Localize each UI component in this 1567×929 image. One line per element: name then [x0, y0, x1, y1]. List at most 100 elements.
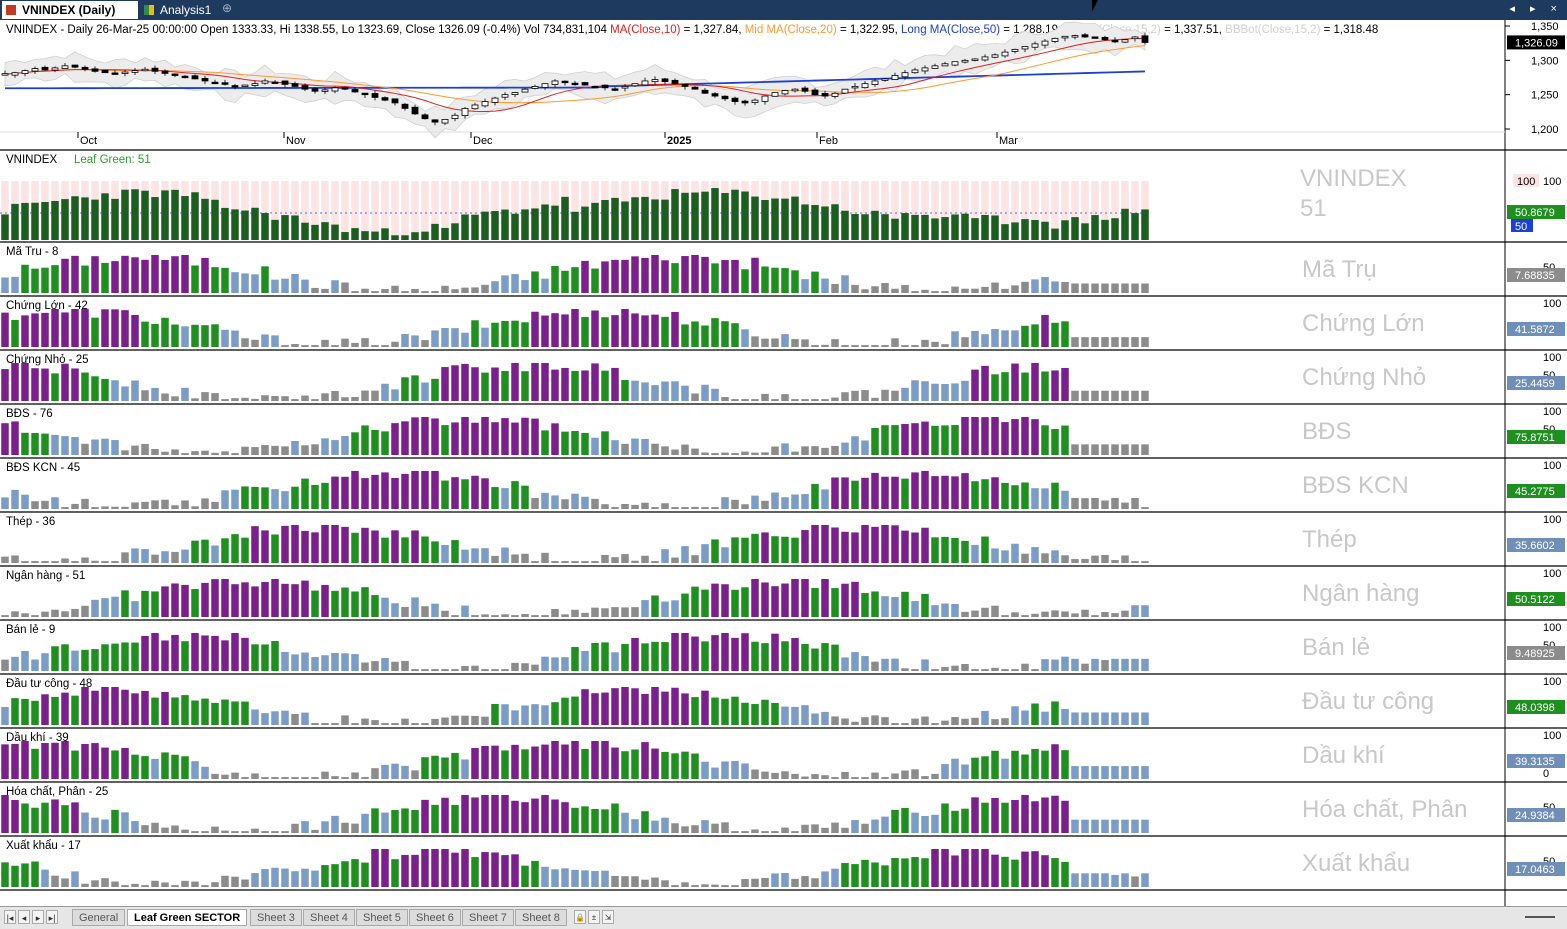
sheet-nav-button[interactable]: ▸	[32, 910, 44, 924]
sector-bar	[501, 795, 509, 833]
sector-bar	[171, 551, 179, 563]
tab-vnindex-daily[interactable]: VNINDEX (Daily)	[2, 1, 138, 19]
sheet-tab[interactable]: General	[72, 909, 126, 926]
tab-analysis1[interactable]: Analysis1	[140, 1, 236, 19]
sector-bar	[971, 417, 979, 455]
sector-bar	[931, 773, 939, 779]
sector-bar	[481, 478, 489, 509]
candle	[221, 82, 229, 85]
zoom-slider[interactable]	[1525, 916, 1555, 918]
sector-bar	[221, 451, 229, 455]
sector-bar	[451, 804, 459, 833]
sector-bar	[621, 812, 629, 833]
split-icon[interactable]: ⇲	[602, 910, 614, 924]
sector-bar	[121, 552, 129, 563]
sector-bar	[441, 797, 449, 833]
sheet-tab[interactable]: Sheet 8	[515, 909, 567, 926]
sector-bar	[421, 471, 429, 509]
sector-bar	[731, 537, 739, 563]
sort-icon[interactable]: ±	[588, 910, 600, 924]
sheet-nav-button[interactable]: |◂	[4, 910, 16, 924]
sector-bar	[611, 652, 619, 671]
leaf-tick-100-axis: 100	[1543, 176, 1561, 188]
sector-bar	[251, 339, 259, 347]
sector-bar	[241, 879, 249, 887]
sector-bar	[71, 750, 79, 779]
sector-bar	[361, 813, 369, 833]
lock-icon[interactable]: 🔒	[574, 910, 586, 924]
sector-watermark: Thép	[1302, 526, 1357, 553]
sector-bar	[1111, 390, 1119, 401]
sector-bar	[461, 849, 469, 887]
leaf-bg-bar	[841, 181, 849, 240]
sector-bar	[731, 323, 739, 347]
sector-bar	[241, 486, 249, 509]
sector-bar	[21, 561, 29, 563]
sector-bar	[681, 256, 689, 293]
leaf-bar	[681, 192, 689, 240]
y-tick-label: 1,300	[1531, 55, 1559, 67]
sector-bar	[531, 704, 539, 725]
sector-bar	[1021, 615, 1029, 617]
sector-bar	[951, 717, 959, 725]
sector-bar	[851, 436, 859, 455]
leaf-bar	[61, 199, 69, 240]
sector-bar	[311, 870, 319, 887]
sheet-nav-button[interactable]: ▸|	[46, 910, 58, 924]
sector-bar	[61, 805, 69, 833]
candle	[101, 69, 109, 74]
sector-bar	[591, 607, 599, 617]
sector-bar	[1121, 873, 1129, 887]
sector-bar	[511, 615, 519, 617]
sector-bar	[1091, 390, 1099, 401]
leaf-bar	[561, 196, 569, 240]
sheet-tab[interactable]: Sheet 4	[303, 909, 355, 926]
sector-bar	[741, 633, 749, 671]
sector-bar	[901, 858, 909, 887]
sector-bar	[1051, 550, 1059, 563]
sector-bar	[61, 258, 69, 293]
sector-bar	[121, 255, 129, 293]
sector-bar	[1071, 766, 1079, 779]
sector-bar	[601, 370, 609, 401]
sector-bar	[531, 664, 539, 671]
sector-bar	[631, 876, 639, 887]
new-tab-icon[interactable]: ⊕	[222, 1, 233, 15]
sheet-tab[interactable]: Sheet 7	[462, 909, 514, 926]
sector-bar	[121, 386, 129, 401]
sector-bar	[391, 423, 399, 455]
candle	[611, 88, 619, 91]
sector-bar	[541, 866, 549, 887]
leaf-bar	[581, 206, 589, 240]
sector-bar	[781, 771, 789, 779]
sector-bar	[781, 583, 789, 617]
sector-bar	[301, 478, 309, 509]
sector-bar	[21, 863, 29, 887]
candle	[421, 114, 429, 120]
chart-area[interactable]: VNINDEX - Daily 26-Mar-25 00:00:00 Open …	[0, 20, 1567, 906]
sheet-nav-button[interactable]: ◂	[18, 910, 30, 924]
sheet-tab[interactable]: Sheet 6	[409, 909, 461, 926]
leaf-bg-bar	[321, 181, 329, 240]
sector-bar	[231, 701, 239, 725]
sector-bar	[591, 268, 599, 293]
sector-bar	[91, 560, 99, 563]
sheet-tab[interactable]: Leaf Green SECTOR	[127, 909, 248, 926]
sector-bar	[221, 830, 229, 833]
sector-bar	[551, 702, 559, 725]
sheet-tab[interactable]: Sheet 3	[250, 909, 302, 926]
sector-bar	[301, 395, 309, 401]
sector-bar	[221, 490, 229, 509]
sector-bar	[851, 777, 859, 779]
sector-bar	[621, 687, 629, 725]
sector-bar	[871, 427, 879, 455]
candle	[981, 56, 989, 61]
leaf-value-label: 50.8679	[1515, 207, 1555, 219]
sector-bar	[741, 504, 749, 509]
sector-bar	[381, 764, 389, 779]
sector-bar	[561, 657, 569, 671]
sector-bar	[1111, 712, 1119, 725]
window-controls[interactable]: ◂ ▸ ×	[1509, 3, 1563, 15]
sector-bar	[361, 425, 369, 455]
sheet-tab[interactable]: Sheet 5	[356, 909, 408, 926]
